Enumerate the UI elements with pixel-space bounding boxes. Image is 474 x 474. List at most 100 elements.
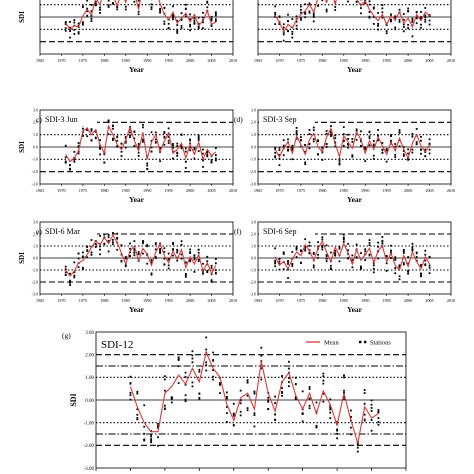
station-point [154, 242, 157, 245]
station-point [407, 148, 410, 151]
station-point [274, 23, 277, 26]
station-point [177, 365, 180, 368]
station-point [356, 442, 359, 445]
station-point [347, 146, 349, 149]
station-point [355, 138, 358, 141]
y-tick-label: -1.0 [32, 157, 38, 162]
panel-g: 3.00 2.00 1.00 0.00 -1.00 -2.00 -3.00 SDI SDI-12… [62, 331, 407, 472]
station-point [287, 261, 289, 263]
station-point [390, 249, 392, 252]
station-point [157, 423, 159, 425]
station-point [356, 446, 359, 449]
station-point [77, 31, 80, 33]
station-point [73, 276, 76, 279]
station-point [198, 368, 201, 371]
station-point [150, 261, 153, 264]
mean-line [65, 124, 217, 163]
station-point [407, 158, 410, 161]
station-point [202, 21, 204, 24]
station-point [420, 265, 422, 267]
station-point [81, 266, 84, 269]
station-point [163, 389, 166, 392]
station-point [287, 277, 289, 279]
station-point [184, 150, 187, 153]
y-tick-label: -3.0 [250, 181, 256, 186]
station-point [167, 139, 170, 142]
station-point [295, 137, 298, 140]
station-point [225, 395, 228, 398]
station-point [315, 410, 318, 413]
station-point [154, 141, 157, 144]
station-point [372, 264, 375, 267]
station-point [294, 376, 297, 379]
station-point [308, 252, 311, 255]
station-point [94, 137, 97, 140]
station-point [81, 134, 84, 137]
station-point [212, 351, 215, 354]
station-point [205, 336, 208, 339]
station-point [299, 249, 302, 252]
station-point [274, 13, 277, 16]
y-tick-label: -1.0 [250, 157, 256, 162]
station-point [99, 12, 101, 14]
station-point [334, 6, 337, 8]
station-point [239, 398, 242, 401]
station-point [202, 272, 204, 275]
station-point [86, 245, 89, 248]
station-point [90, 17, 93, 20]
station-point [278, 157, 281, 160]
panel-f: 1965 1970 1975 1980 1985 1990 1995 2000 2005 2010… [234, 219, 455, 314]
station-point [334, 249, 337, 252]
station-point [321, 146, 324, 149]
station-point [150, 131, 153, 134]
station-point [159, 249, 161, 252]
station-point [197, 150, 200, 152]
station-point [304, 248, 307, 251]
station-point [338, 162, 341, 165]
station-point [368, 244, 371, 247]
station-point [372, 154, 375, 157]
station-point [197, 251, 200, 254]
station-point [197, 27, 200, 29]
y-tick-label: -1.0 [32, 267, 38, 272]
station-point [349, 433, 352, 436]
station-point [420, 26, 422, 29]
station-point [176, 30, 179, 33]
station-point [124, 8, 127, 11]
x-tick-label: 1965 [254, 188, 262, 193]
station-point [176, 151, 179, 154]
station-point [154, 256, 157, 258]
y-axis-label: SDI [18, 11, 26, 23]
station-point [312, 20, 315, 23]
station-point [274, 146, 277, 149]
station-point [321, 248, 324, 251]
station-point [64, 21, 67, 23]
station-point [424, 14, 427, 17]
station-point [282, 26, 285, 29]
station-point [330, 268, 332, 271]
title-box [97, 333, 155, 353]
station-point [291, 148, 294, 150]
mean-line [129, 350, 379, 444]
station-point [163, 408, 166, 411]
station-point [338, 157, 341, 160]
station-point [172, 243, 174, 246]
station-point [163, 131, 166, 133]
station-point [385, 269, 388, 272]
station-point [146, 244, 149, 246]
station-point [368, 239, 371, 242]
station-point [143, 439, 146, 442]
station-point [342, 240, 345, 243]
station-point [304, 3, 307, 6]
station-point [274, 155, 277, 158]
station-point [325, 8, 328, 11]
station-point [189, 248, 192, 251]
station-point [86, 249, 89, 252]
station-point [299, 17, 302, 20]
station-point [321, 147, 324, 150]
station-point [191, 385, 194, 388]
station-point [210, 279, 213, 282]
station-point [322, 372, 325, 375]
x-tick-label: 2010 [229, 298, 237, 303]
station-point [385, 262, 388, 265]
